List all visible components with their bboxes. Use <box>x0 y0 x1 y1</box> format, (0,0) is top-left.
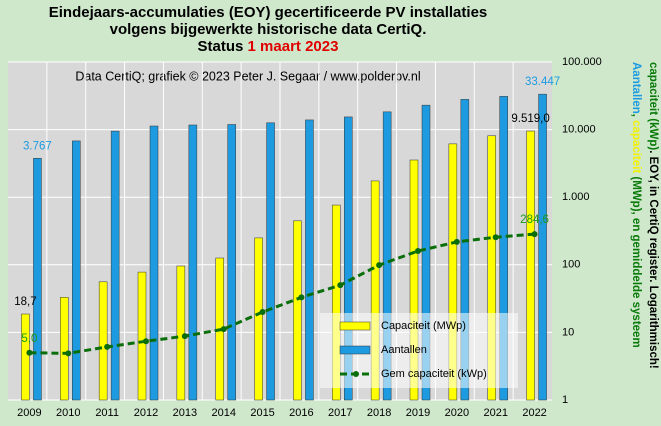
y-tick-label: 10.000 <box>562 124 596 136</box>
x-tick-label: 2011 <box>95 407 119 419</box>
chart-title: volgens bijgewerkte historische data Cer… <box>110 21 427 38</box>
y-axis-label-part: Aantallen <box>630 62 642 114</box>
bar <box>266 122 275 401</box>
x-tick-label: 2014 <box>211 407 235 419</box>
value-label: 5,0 <box>21 333 37 345</box>
legend-swatch <box>339 345 371 355</box>
line-point <box>65 350 72 357</box>
bar <box>149 125 159 401</box>
y-axis-label-part: capaciteit (kWp) <box>647 62 659 150</box>
legend-label: Capaciteit (MWp) <box>381 320 466 332</box>
x-tick-label: 2022 <box>522 407 546 419</box>
bar <box>227 124 236 401</box>
bar <box>293 220 302 401</box>
x-tick-label: 2010 <box>56 407 80 419</box>
title-status: Status <box>198 38 244 55</box>
line-point <box>181 333 188 340</box>
value-label: 284,6 <box>520 214 549 226</box>
line-point <box>453 238 460 245</box>
bar <box>460 99 470 401</box>
bar <box>33 158 42 401</box>
line-point <box>415 248 421 255</box>
line-point <box>143 338 149 345</box>
bar <box>344 116 353 401</box>
bar <box>409 159 419 401</box>
legend-label: Gem capaciteit (kWp) <box>381 368 487 380</box>
x-tick-label: 2013 <box>173 407 197 419</box>
bar <box>499 96 508 401</box>
bar <box>448 143 458 401</box>
y-axis-label: Aantallen, capaciteit (MWp), en gemiddel… <box>630 62 642 348</box>
line-point <box>26 349 33 356</box>
bar <box>370 180 380 401</box>
bar <box>110 130 120 401</box>
bar <box>487 135 496 401</box>
bar <box>176 265 186 401</box>
line <box>29 232 535 355</box>
x-tick-label: 2021 <box>483 407 507 419</box>
legend-label: Aantallen <box>381 344 427 356</box>
value-label: 18,7 <box>14 296 36 308</box>
bar <box>526 130 535 401</box>
x-tick-label: 2016 <box>289 407 313 419</box>
title-date: 1 maart 2023 <box>248 38 339 55</box>
x-tick-label: 2018 <box>367 407 391 419</box>
y-tick-label: 10 <box>562 326 574 338</box>
y-axis-label-part: capaciteit <box>630 117 642 173</box>
value-label: 33.447 <box>525 76 560 88</box>
line-point <box>104 343 111 350</box>
line-point <box>298 294 305 301</box>
y-axis-label-part: (MWp), en gemiddelde systeem <box>630 173 642 347</box>
bar <box>305 119 314 401</box>
y-axis-label-part: . EOY, in CertiQ register. Logarithmisch… <box>647 150 659 369</box>
legend-swatch <box>353 371 359 377</box>
line-point <box>220 326 227 333</box>
bar <box>421 104 431 401</box>
line-point <box>531 231 538 238</box>
y-tick-label: 1 <box>562 394 568 406</box>
x-tick-label: 2020 <box>445 407 469 419</box>
x-tick-label: 2017 <box>328 407 352 419</box>
bar <box>188 124 198 401</box>
bar <box>382 111 392 401</box>
x-tick-label: 2012 <box>134 407 158 419</box>
value-label: 9.519,0 <box>511 113 549 125</box>
x-tick-label: 2019 <box>406 407 430 419</box>
bar <box>254 237 263 401</box>
bar <box>21 313 30 401</box>
line-point <box>259 309 266 316</box>
bar <box>72 140 81 401</box>
subtitle: Data CertiQ; grafiek © 2023 Peter J. Seg… <box>75 69 420 83</box>
bar <box>332 204 341 401</box>
y-axis-label: capaciteit (kWp). EOY, in CertiQ registe… <box>647 62 659 369</box>
y-axis-label-part: , <box>630 114 642 117</box>
line-point <box>492 234 499 241</box>
x-tick-label: 2015 <box>250 407 274 419</box>
y-tick-label: 100.000 <box>562 56 602 68</box>
y-tick-label: 100 <box>562 259 580 271</box>
legend-swatch <box>339 321 371 331</box>
x-tick-label: 2009 <box>17 407 41 419</box>
bar <box>60 297 69 401</box>
line-point <box>337 282 344 289</box>
bar <box>137 271 147 401</box>
y-tick-label: 1.000 <box>562 191 590 203</box>
bar <box>538 93 547 401</box>
line-point <box>376 262 383 269</box>
bar <box>98 281 108 401</box>
value-label: 3.767 <box>23 140 52 152</box>
chart-title: Status 1 maart 2023 <box>198 38 339 55</box>
chart-title: Eindejaars-accumulaties (EOY) gecertific… <box>49 4 488 21</box>
